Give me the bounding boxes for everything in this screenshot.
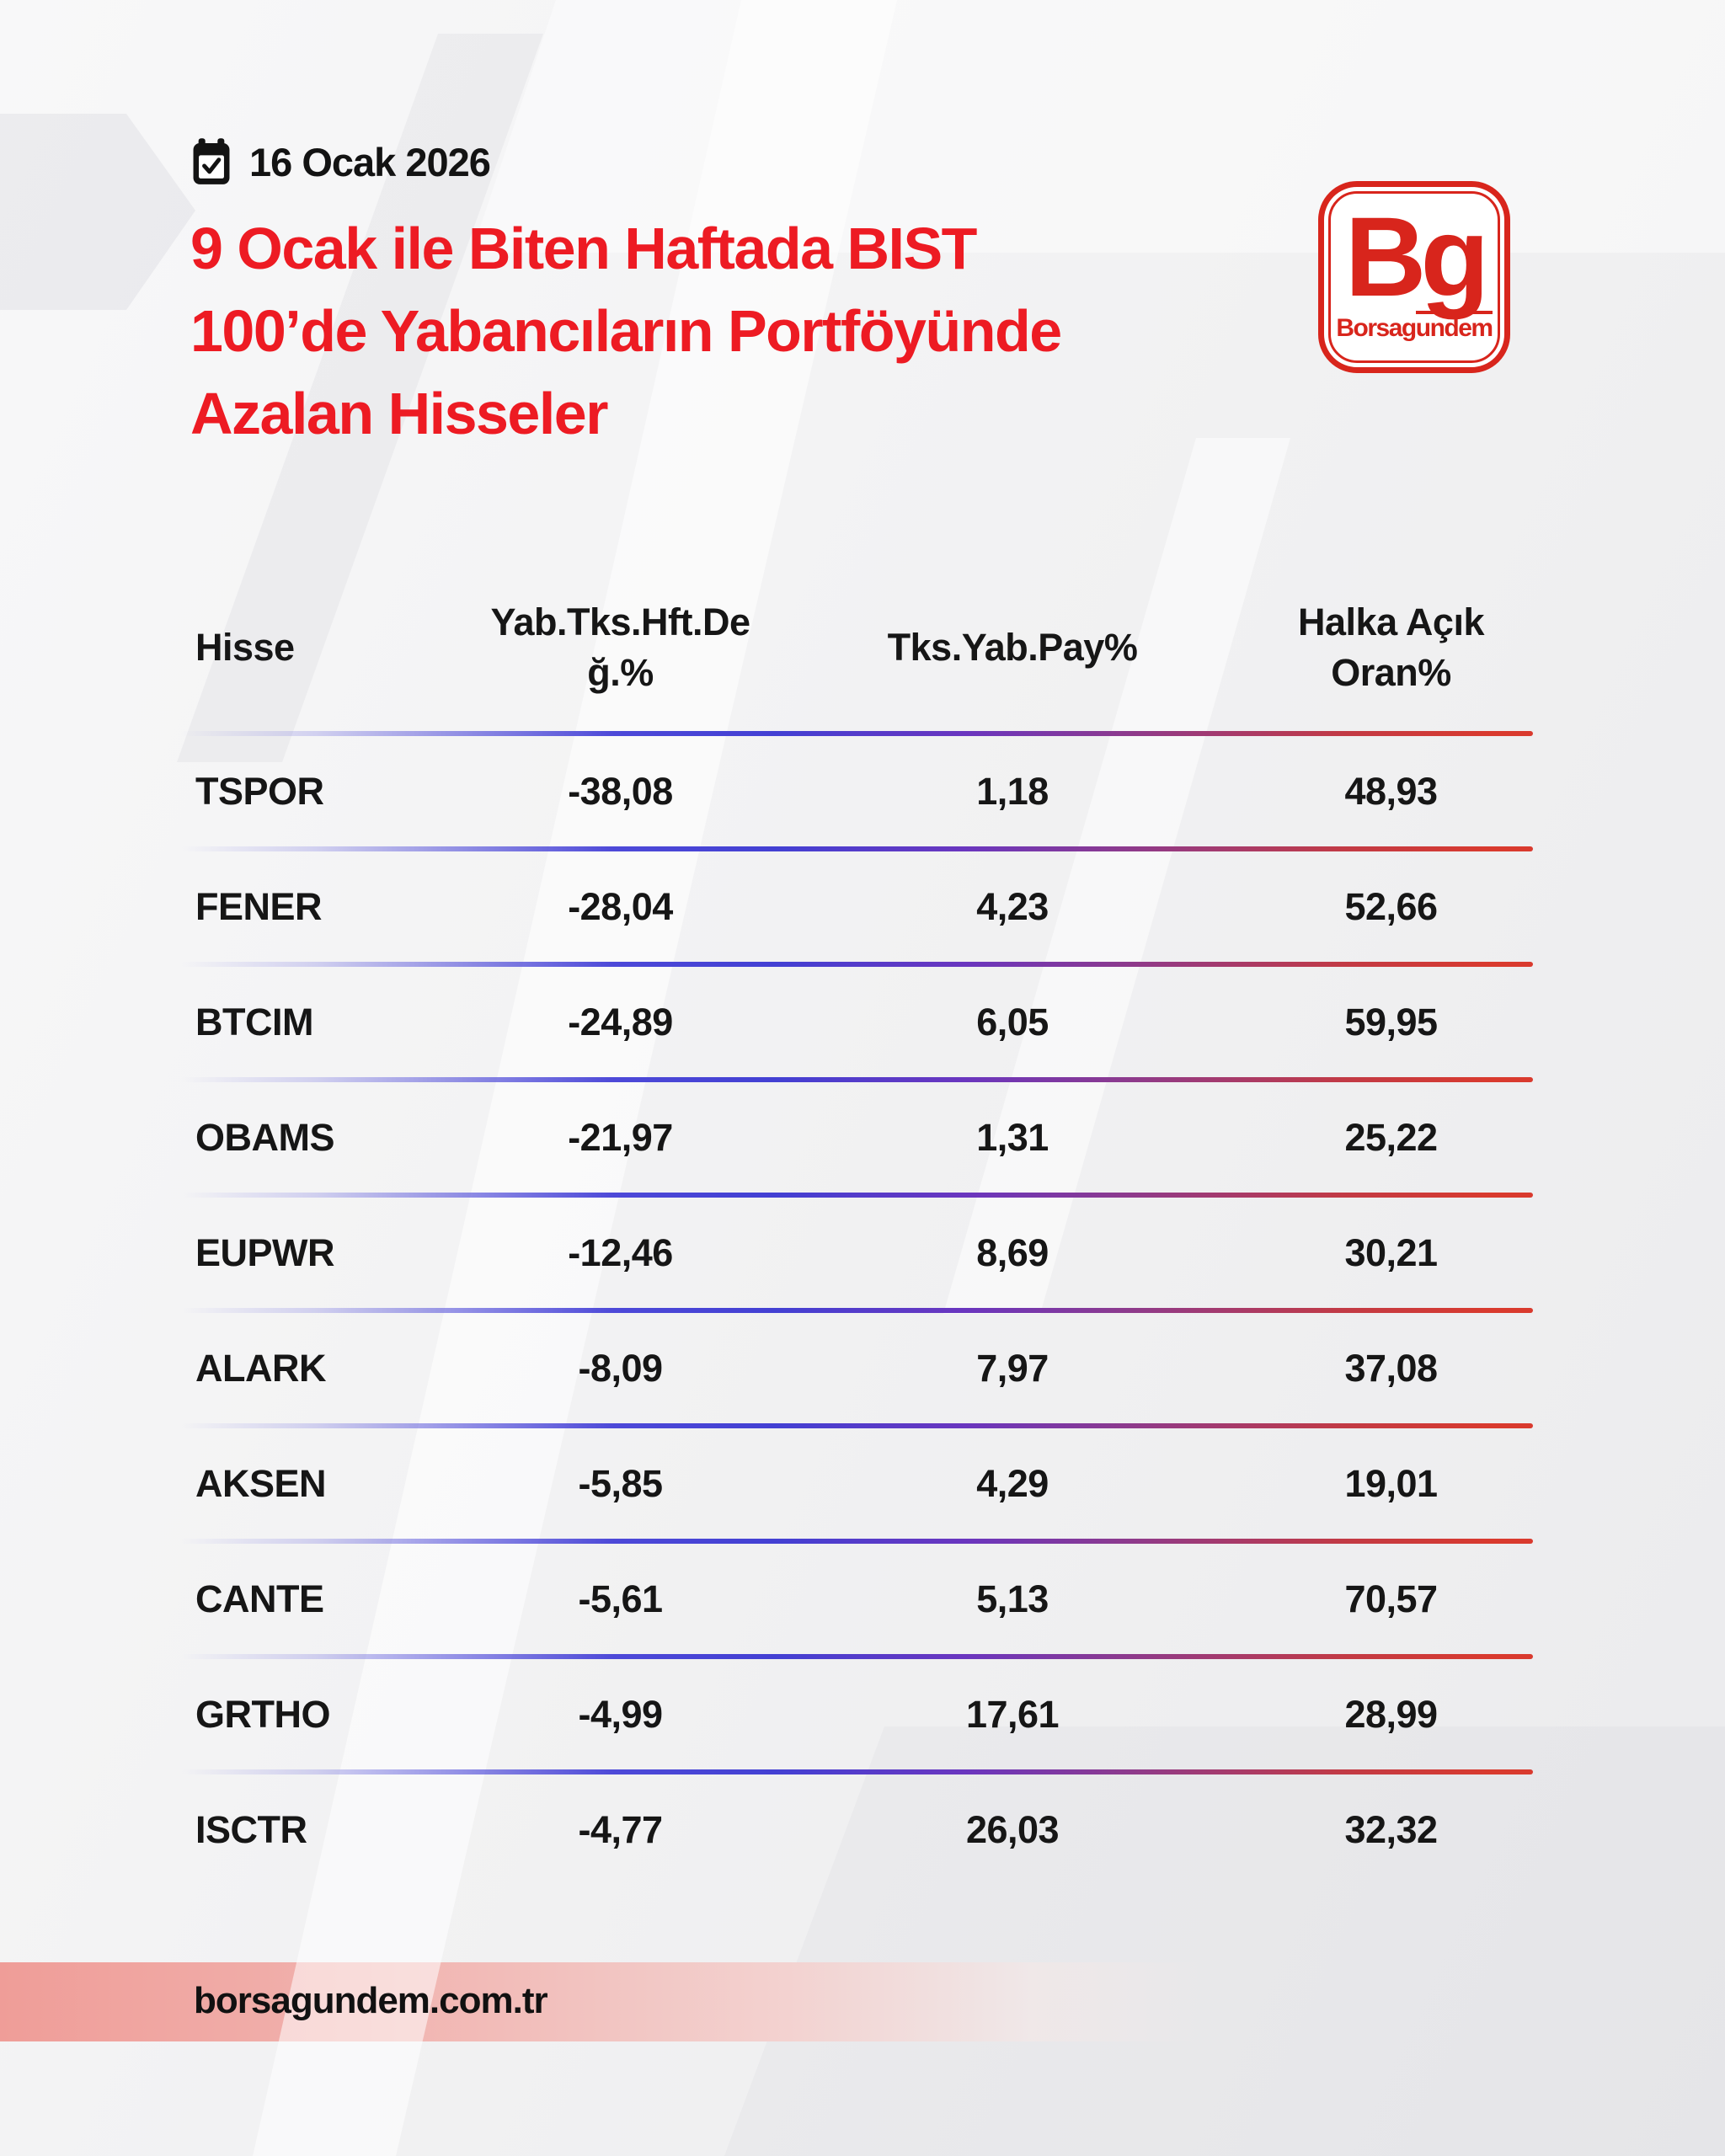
footer-bar: [0, 1962, 1210, 2041]
date-text: 16 Ocak 2026: [249, 139, 491, 184]
ticker-cell: ALARK: [195, 1346, 326, 1390]
pay-cell: 1,31: [976, 1115, 1049, 1159]
ticker-cell: FENER: [195, 884, 323, 928]
deg-cell: -24,89: [568, 1000, 673, 1043]
logo-wordmark: Borsagundem: [1336, 311, 1493, 343]
deg-cell: -8,09: [578, 1346, 663, 1390]
logo-inner-border: Bg Borsagundem: [1328, 191, 1500, 363]
table-header-row: Hisse Yab.Tks.Hft.De ğ.% Tks.Yab.Pay% Ha…: [181, 581, 1533, 731]
oran-cell: 25,22: [1344, 1115, 1438, 1159]
oran-cell: 70,57: [1344, 1577, 1438, 1620]
pay-cell: 26,03: [965, 1807, 1060, 1851]
ticker-cell: TSPOR: [195, 769, 324, 813]
oran-cell: 48,93: [1344, 769, 1438, 813]
pay-cell: 4,29: [976, 1461, 1049, 1505]
title-line: 100’de Yabancıların Portföyünde: [190, 298, 1062, 364]
table-row: TSPOR -38,08 1,18 48,93: [181, 736, 1533, 846]
pay-cell: 4,23: [976, 884, 1049, 928]
ticker-cell: CANTE: [195, 1577, 324, 1620]
oran-cell: 32,32: [1344, 1807, 1438, 1851]
deg-cell: -28,04: [568, 884, 673, 928]
deg-cell: -38,08: [568, 769, 673, 813]
deg-cell: -4,77: [578, 1807, 663, 1851]
oran-cell: 19,01: [1344, 1461, 1438, 1505]
deg-cell: -5,61: [578, 1577, 663, 1620]
pay-cell: 7,97: [976, 1346, 1049, 1390]
deg-cell: -5,85: [578, 1461, 663, 1505]
table-row: CANTE -5,61 5,13 70,57: [181, 1544, 1533, 1654]
oran-cell: 37,08: [1344, 1346, 1438, 1390]
ticker-cell: EUPWR: [195, 1230, 335, 1274]
oran-cell: 28,99: [1344, 1692, 1438, 1736]
table-row: ALARK -8,09 7,97 37,08: [181, 1313, 1533, 1423]
borsagundem-logo: Bg Borsagundem: [1318, 181, 1510, 373]
column-header-oran: Halka Açık Oran%: [1298, 600, 1484, 694]
column-header-hisse: Hisse: [195, 626, 295, 669]
stocks-table: Hisse Yab.Tks.Hft.De ğ.% Tks.Yab.Pay% Ha…: [181, 581, 1533, 1885]
table-body: TSPOR -38,08 1,18 48,93 FENER -28,04 4,2…: [181, 731, 1533, 1885]
ticker-cell: GRTHO: [195, 1692, 331, 1736]
table-row: EUPWR -12,46 8,69 30,21: [181, 1198, 1533, 1308]
logo-monogram: Bg: [1344, 195, 1490, 320]
calendar-check-icon: [193, 138, 230, 184]
table-row: ISCTR -4,77 26,03 32,32: [181, 1774, 1533, 1885]
oran-cell: 30,21: [1344, 1230, 1438, 1274]
page-title: 9 Ocak ile Biten Haftada BIST 100’de Yab…: [190, 207, 1311, 455]
table-row: AKSEN -5,85 4,29 19,01: [181, 1428, 1533, 1539]
pay-cell: 17,61: [965, 1692, 1060, 1736]
ticker-cell: OBAMS: [195, 1115, 335, 1159]
deg-cell: -21,97: [568, 1115, 673, 1159]
title-line: Azalan Hisseler: [190, 381, 608, 446]
pay-cell: 8,69: [976, 1230, 1049, 1274]
oran-cell: 59,95: [1344, 1000, 1438, 1043]
pay-cell: 1,18: [976, 769, 1049, 813]
ticker-cell: AKSEN: [195, 1461, 327, 1505]
pay-cell: 5,13: [976, 1577, 1049, 1620]
date-row: 16 Ocak 2026: [192, 137, 491, 186]
ticker-cell: ISCTR: [195, 1807, 307, 1851]
title-line: 9 Ocak ile Biten Haftada BIST: [190, 216, 977, 281]
table-row: FENER -28,04 4,23 52,66: [181, 851, 1533, 962]
pay-cell: 6,05: [976, 1000, 1049, 1043]
table-row: OBAMS -21,97 1,31 25,22: [181, 1082, 1533, 1193]
oran-cell: 52,66: [1344, 884, 1438, 928]
table-row: GRTHO -4,99 17,61 28,99: [181, 1659, 1533, 1769]
column-header-pay: Tks.Yab.Pay%: [887, 626, 1138, 669]
deg-cell: -12,46: [568, 1230, 673, 1274]
logo-wordmark-prefix: Borsag: [1336, 314, 1417, 342]
table-row: BTCIM -24,89 6,05 59,95: [181, 967, 1533, 1077]
footer-url: borsagundem.com.tr: [194, 1980, 548, 2021]
column-header-deg: Yab.Tks.Hft.De ğ.%: [490, 600, 750, 694]
logo-wordmark-overlined: undem: [1415, 311, 1493, 343]
ticker-cell: BTCIM: [195, 1000, 313, 1043]
deg-cell: -4,99: [578, 1692, 663, 1736]
